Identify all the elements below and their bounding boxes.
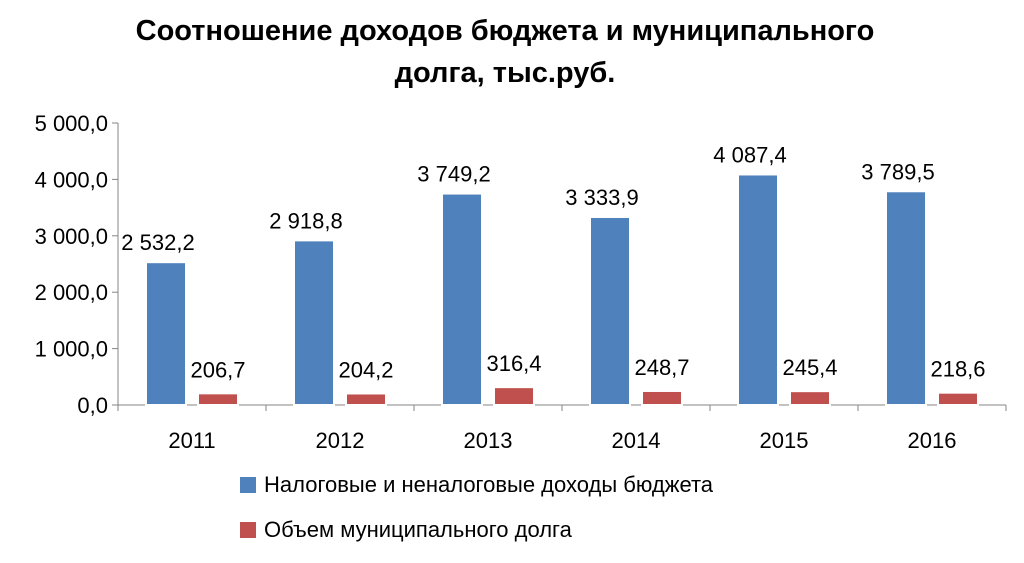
chart-title: Соотношение доходов бюджета и муниципаль… bbox=[136, 15, 875, 89]
y-tick-label: 3 000,0 bbox=[35, 224, 108, 249]
x-tick-label: 2014 bbox=[612, 428, 661, 453]
bar-series-2 bbox=[493, 386, 535, 406]
bar-series-1 bbox=[293, 239, 335, 406]
data-label: 2 532,2 bbox=[121, 230, 194, 255]
x-axis: 2011 2012 2013 2014 2015 2016 bbox=[117, 404, 1007, 453]
legend-swatch bbox=[240, 522, 256, 538]
chart-title-line-2: долга, тыс.руб. bbox=[395, 57, 616, 89]
legend-label: Объем муниципального долга bbox=[264, 517, 573, 542]
x-tick-label: 2013 bbox=[464, 428, 513, 453]
bars bbox=[145, 173, 979, 407]
bar-series-1 bbox=[589, 215, 631, 406]
bar-series-2 bbox=[789, 390, 831, 407]
legend: Налоговые и неналоговые доходы бюджета Об… bbox=[240, 472, 714, 542]
x-tick-label: 2016 bbox=[908, 428, 957, 453]
chart-title-line-1: Соотношение доходов бюджета и муниципаль… bbox=[136, 15, 875, 47]
data-label: 248,7 bbox=[634, 355, 689, 380]
legend-swatch bbox=[240, 477, 256, 493]
bar-series-1 bbox=[885, 190, 927, 406]
data-label: 3 789,5 bbox=[861, 159, 934, 184]
data-label: 2 918,8 bbox=[269, 208, 342, 233]
data-label: 4 087,4 bbox=[713, 142, 786, 167]
x-tick-label: 2015 bbox=[760, 428, 809, 453]
data-label: 204,2 bbox=[338, 357, 393, 382]
data-label: 316,4 bbox=[486, 351, 541, 376]
data-label: 218,6 bbox=[930, 357, 985, 382]
y-tick-label: 1 000,0 bbox=[35, 337, 108, 362]
y-tick-label: 2 000,0 bbox=[35, 280, 108, 305]
bar-series-1 bbox=[145, 261, 187, 407]
y-tick-label: 0,0 bbox=[77, 393, 108, 418]
bar-series-1 bbox=[441, 192, 483, 406]
y-tick-label: 5 000,0 bbox=[35, 111, 108, 136]
bar-series-2 bbox=[641, 389, 683, 407]
y-tick-label: 4 000,0 bbox=[35, 167, 108, 192]
bar-series-1 bbox=[737, 173, 779, 406]
legend-label: Налоговые и неналоговые доходы бюджета bbox=[264, 472, 714, 497]
x-tick-label: 2011 bbox=[168, 428, 215, 453]
data-label: 3 749,2 bbox=[417, 162, 490, 187]
data-label: 3 333,9 bbox=[565, 185, 638, 210]
y-axis: 0,0 1 000,0 2 000,0 3 000,0 4 000,0 5 000,0 bbox=[35, 111, 119, 418]
data-label: 245,4 bbox=[782, 355, 837, 380]
bar-series-2 bbox=[197, 392, 239, 407]
bar-series-2 bbox=[937, 391, 979, 406]
data-label: 206,7 bbox=[190, 357, 245, 382]
x-tick-label: 2012 bbox=[316, 428, 365, 453]
bar-series-2 bbox=[345, 392, 387, 407]
data-labels: 2 532,2 2 918,8 3 749,2 3 333,9 4 087,4 3 789… bbox=[121, 142, 985, 382]
